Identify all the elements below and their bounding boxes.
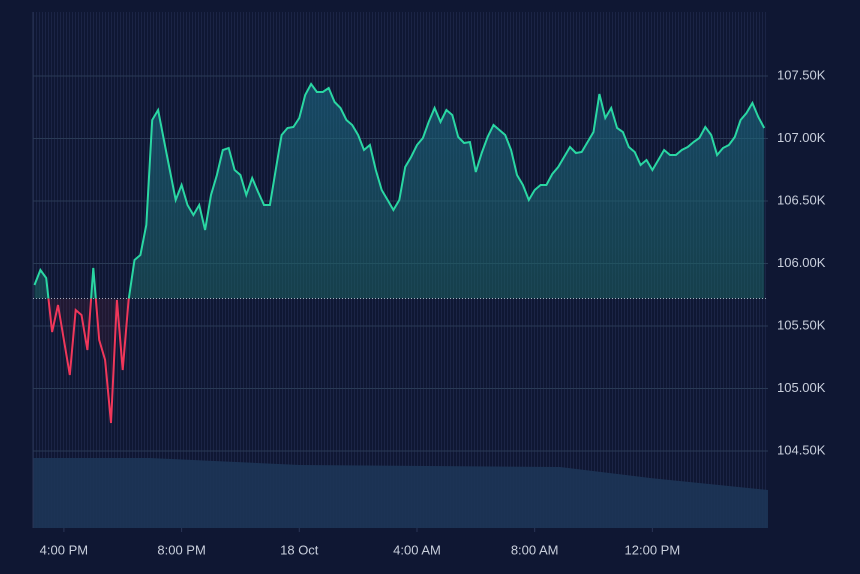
x-tick-label: 8:00 AM	[511, 542, 559, 557]
y-tick-label: 106.00K	[777, 255, 826, 270]
y-tick-label: 107.50K	[777, 67, 826, 82]
x-tick-label: 4:00 PM	[40, 542, 88, 557]
y-tick-label: 106.50K	[777, 192, 826, 207]
y-tick-label: 104.50K	[777, 442, 826, 457]
price-line-up	[33, 82, 766, 299]
x-tick-label: 4:00 AM	[393, 542, 441, 557]
x-tick-label: 12:00 PM	[625, 542, 681, 557]
area-down	[34, 298, 765, 423]
x-tick-label: 18 Oct	[280, 542, 319, 557]
y-tick-label: 105.50K	[777, 317, 826, 332]
volume-area	[33, 458, 768, 528]
x-tick-label: 8:00 PM	[157, 542, 205, 557]
y-tick-label: 105.00K	[777, 380, 826, 395]
area-up	[34, 84, 765, 299]
y-tick-label: 107.00K	[777, 130, 826, 145]
